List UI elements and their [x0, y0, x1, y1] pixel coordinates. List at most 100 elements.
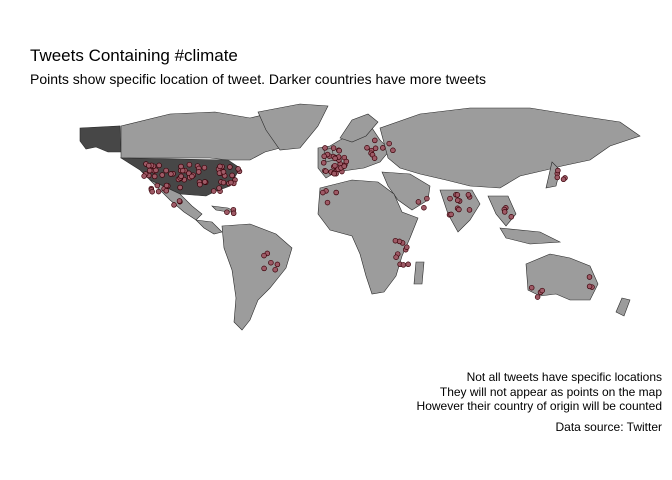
- tweet-point: [320, 189, 326, 196]
- map-caption: Not all tweets have specific locations T…: [417, 370, 662, 434]
- tweet-point: [447, 195, 453, 202]
- tweet-point: [261, 252, 267, 259]
- tweet-point: [456, 206, 462, 213]
- country-indonesia: [499, 227, 562, 245]
- tweet-point: [332, 162, 338, 169]
- tweet-point: [539, 287, 545, 294]
- tweet-point: [141, 173, 147, 179]
- caption-line-1: Not all tweets have specific locations: [466, 370, 662, 384]
- tweet-point: [149, 188, 155, 195]
- tweet-point: [153, 167, 159, 174]
- country-canada: [120, 111, 286, 161]
- tweet-point: [372, 145, 379, 152]
- tweet-point: [421, 204, 427, 211]
- tweet-point: [261, 265, 267, 272]
- tweet-point: [501, 209, 508, 215]
- tweet-point: [332, 155, 338, 162]
- tweet-point: [466, 207, 473, 213]
- tweet-point: [330, 145, 337, 151]
- tweet-point: [392, 237, 399, 244]
- tweet-point: [380, 145, 386, 151]
- tweet-point: [272, 266, 278, 273]
- tweet-point: [268, 259, 274, 266]
- tweet-point: [534, 294, 541, 300]
- tweet-point: [186, 161, 193, 168]
- tweet-point: [331, 170, 337, 177]
- tweet-point: [146, 167, 153, 174]
- tweet-point: [321, 153, 327, 160]
- country-russia-asia: [379, 107, 641, 189]
- tweet-point: [202, 179, 208, 185]
- tweet-point: [156, 162, 162, 169]
- tweet-point: [390, 147, 396, 154]
- country-scandinavia: [339, 113, 379, 143]
- country-africa: [317, 179, 419, 295]
- tweet-point: [364, 145, 370, 151]
- tweet-point: [189, 173, 195, 180]
- tweet-point: [176, 198, 183, 204]
- tweet-point: [341, 163, 347, 169]
- tweet-point: [400, 262, 407, 268]
- tweet-point: [454, 197, 461, 204]
- tweet-point: [336, 147, 342, 154]
- tweet-point: [454, 192, 461, 198]
- tweet-point: [424, 195, 430, 202]
- caption-line-2: They will not appear as points on the ma…: [439, 384, 662, 399]
- tweet-point: [171, 202, 177, 208]
- tweet-point: [235, 166, 241, 172]
- country-central-america: [195, 219, 223, 235]
- tweet-point: [155, 188, 162, 195]
- tweet-points: [141, 137, 595, 300]
- tweet-point: [324, 199, 331, 206]
- tweet-point: [404, 244, 410, 250]
- country-greenland: [257, 103, 329, 151]
- tweet-point: [227, 164, 233, 170]
- tweet-point: [163, 188, 170, 194]
- tweet-point: [320, 160, 327, 166]
- caption-line-3: However their country of origin will be …: [416, 399, 662, 413]
- tweet-point: [195, 169, 202, 175]
- tweet-point: [323, 168, 329, 174]
- tweet-point: [178, 173, 184, 180]
- tweet-point: [224, 209, 230, 215]
- tweet-point: [230, 210, 237, 217]
- tweet-point: [220, 179, 227, 186]
- tweet-point: [154, 182, 161, 189]
- tweet-point: [201, 164, 208, 171]
- tweet-point: [228, 179, 234, 186]
- tweet-point: [159, 172, 165, 178]
- tweet-point: [146, 162, 152, 169]
- tweet-point: [560, 176, 567, 183]
- tweet-point: [333, 189, 339, 196]
- country-alaska: [79, 125, 122, 153]
- tweet-point: [508, 214, 515, 220]
- tweet-point: [386, 140, 392, 147]
- country-south-america: [221, 223, 293, 331]
- tweet-point: [528, 284, 535, 291]
- map-subtitle: Points show specific location of tweet. …: [30, 71, 486, 87]
- tweet-point: [168, 171, 174, 177]
- land-masses: [79, 103, 641, 331]
- tweet-point: [163, 182, 170, 189]
- tweet-point: [197, 181, 203, 188]
- country-australia: [525, 253, 599, 301]
- tweet-point: [371, 155, 378, 161]
- tweet-point: [554, 174, 561, 181]
- tweet-point: [586, 283, 593, 290]
- tweet-point: [217, 163, 223, 170]
- tweet-point: [274, 261, 281, 268]
- map-title: Tweets Containing #climate: [30, 46, 238, 65]
- tweet-point: [151, 173, 158, 180]
- tweet-point: [372, 137, 378, 144]
- tweet-point: [415, 199, 422, 205]
- tweet-point: [177, 184, 183, 191]
- tweet-point: [405, 261, 411, 268]
- tweet-point: [163, 167, 169, 174]
- country-new-zealand: [615, 297, 631, 317]
- country-madagascar: [413, 261, 425, 285]
- tweet-point: [586, 274, 593, 280]
- tweet-point: [555, 167, 561, 174]
- tweet-point: [448, 211, 454, 218]
- tweet-point: [465, 192, 472, 198]
